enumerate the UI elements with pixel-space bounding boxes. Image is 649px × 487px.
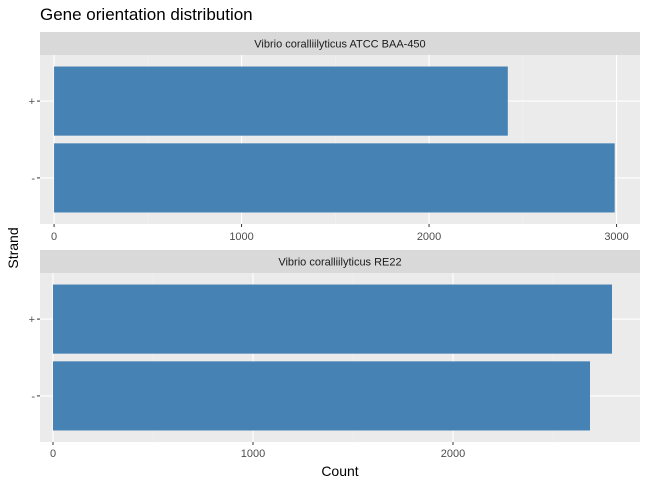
y-tick-label: + — [29, 314, 35, 326]
facet-panel: Vibrio coralliilyticus RE22 + - 0 1000 2000 — [29, 250, 640, 460]
y-axis-title: Strand — [5, 227, 21, 268]
x-tick-label: 0 — [51, 231, 57, 243]
bar — [53, 284, 612, 354]
facet-strip — [40, 32, 640, 55]
x-tick-label: 2000 — [441, 448, 465, 460]
facet-label: Vibrio coralliilyticus ATCC BAA-450 — [254, 39, 425, 51]
x-tick-label: 1000 — [229, 231, 253, 243]
x-axis-title: Count — [321, 463, 358, 479]
chart-title: Gene orientation distribution — [40, 5, 253, 24]
facet-label: Vibrio coralliilyticus RE22 — [278, 257, 401, 269]
bar — [54, 66, 508, 136]
x-tick-label: 0 — [50, 448, 56, 460]
x-tick-label: 2000 — [417, 231, 441, 243]
facet-panel: Vibrio coralliilyticus ATCC BAA-450 + - 0 10… — [29, 32, 640, 243]
bar — [53, 361, 590, 431]
y-tick-label: + — [29, 96, 35, 108]
x-tick-label: 1000 — [241, 448, 265, 460]
bar — [54, 143, 615, 213]
facet-strip — [40, 250, 640, 273]
y-tick-label: - — [31, 173, 35, 185]
x-tick-label: 3000 — [604, 231, 628, 243]
y-tick-label: - — [31, 391, 35, 403]
